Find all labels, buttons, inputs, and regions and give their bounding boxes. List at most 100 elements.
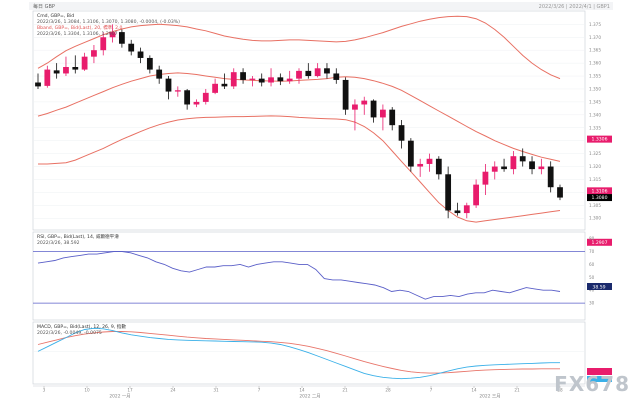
rsi-line [37,251,561,300]
watermark-logo: FX678 [554,372,630,396]
window-top-right: 2022/3/26 | 2022/4/1 | GBP1 [539,4,610,10]
candle-body [156,69,163,79]
candle-body [81,56,88,70]
rsi-tick-label: 70 [589,249,595,254]
candle-body [501,166,507,170]
candle-body [473,184,479,206]
rsi-panel-frame [32,231,586,321]
window-title: 每日 GBP [33,3,55,10]
candle-body [286,78,293,82]
price-tick-label: 1.340 [589,112,601,117]
x-month-label: 2022 一月 [109,394,130,400]
rsi-value-tag-bg [587,283,612,290]
x-day-tick-label: 28 [385,388,391,393]
candle-body [193,101,200,105]
candle-body [184,90,191,105]
candle-body [128,43,135,52]
macd-line [37,327,560,380]
candle-body [109,32,116,38]
candle-body [72,67,79,70]
price-tick-label: 1.315 [589,177,601,182]
candle-body [389,109,396,126]
candle-body [314,68,321,77]
x-day-tick-label: 3 [43,388,46,393]
rsi-tick-label: 40 [589,288,595,293]
rsi-tick-label: 50 [589,275,595,280]
x-day-tick-label: 7 [258,388,261,393]
candle-body [174,90,181,92]
candle-body [557,187,563,198]
rsi-value-tag: 38.59 [592,285,605,291]
x-day-tick-label: 31 [213,388,219,393]
x-month-label: 2022 二月 [299,394,320,400]
candle-body [445,174,452,211]
price-tag-bg [587,194,612,202]
x-axis: 3 10 17 24 31 7 14 21 28 7 14 21 28 2022 一月 2022 二月 202… [33,385,585,400]
title-bar [29,2,613,10]
price-tick-label: 1.325 [589,151,601,156]
candle-body [510,156,517,170]
price-tag-bg [587,238,612,246]
price-tick-label: 1.300 [589,216,601,221]
candle-body [230,72,237,87]
price-tick-label: 1.365 [589,48,601,53]
macd-series [37,327,560,380]
macd-legend-line-2: 2022/3/26, -0.0049, -0.0075 [37,330,102,336]
x-day-tick-label: 7 [430,388,433,393]
candle-body [202,92,209,102]
x-day-tick-label: 17 [127,388,133,393]
candle-body [398,125,405,141]
price-tick-label: 1.370 [589,35,601,40]
x-day-tick-label: 21 [342,388,348,393]
candle-body [305,70,312,77]
price-legend-line-4: 2022/3/26, 1.3304, 1.3106, 1.2907 [37,31,118,37]
candle-body [342,79,349,110]
macd-legend-line-1: MACD, GBP=, Bid(Last), 12, 26, 9, 指數 [37,323,126,330]
price-tag-label: 1.3080 [591,195,607,201]
x-day-tick-label: 21 [514,388,520,393]
candle-body [361,100,368,105]
candle-body [417,163,424,167]
price-tag-bg [587,187,612,195]
rsi-series [37,251,561,300]
price-tag-label: 1.3306 [591,137,607,143]
candle-body [240,72,246,80]
x-day-tick-label: 14 [471,388,477,393]
candle-body [352,104,358,110]
price-tick-label: 1.320 [589,164,601,169]
rsi-tick-label: 30 [589,301,595,306]
rsi-legend-line-1: RSI, GBP=, Bid(Last), 14, 威爾德平滑 [37,233,119,240]
candle-body [268,77,274,83]
x-day-tick-label: 28 [557,388,563,393]
candle-body [146,57,153,70]
price-legend-line-2: 2022/3/26, 1.3084, 1.3106, 1.3070, 1.308… [37,19,180,25]
candle-body [44,69,51,86]
candlestick-series [35,24,563,219]
price-tick-label: 1.375 [589,22,601,27]
rsi-legend-line-2: 2022/3/26, 38.592 [37,240,80,246]
candle-body [258,78,265,83]
candle-body [165,78,172,92]
macd-tag-blue [587,376,612,382]
candle-body [221,83,228,87]
candle-body [137,51,144,58]
price-grid [33,24,585,219]
candle-body [491,166,498,172]
price-legend-line-3: Bband, GBP=, Bid(Last), 20, 標準, 2.0 [37,24,123,31]
candle-body [333,73,340,80]
price-tick-label: 1.345 [589,99,601,104]
bollinger-lower-line [38,115,561,223]
candle-body [53,70,60,74]
candle-body [482,171,489,185]
candle-body [454,210,461,214]
candle-body [249,78,256,80]
rsi-tick-label: 60 [589,262,595,267]
price-legend-line-1: Cmd, GBP=, Bid [37,13,74,19]
candle-body [538,166,545,170]
candle-body [529,161,535,170]
candle-body [426,158,433,164]
candle-body [519,156,526,162]
